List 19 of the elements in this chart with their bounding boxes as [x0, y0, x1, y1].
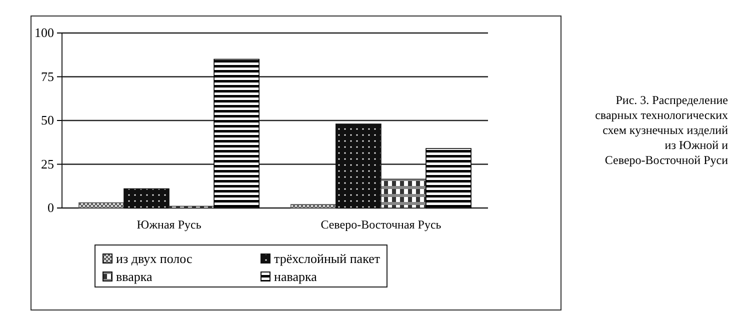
- bar: [336, 124, 382, 208]
- bar: [124, 188, 170, 208]
- legend-label: вварка: [116, 269, 152, 284]
- y-tick-label: 25: [41, 156, 54, 172]
- x-tick-label: Южная Русь: [136, 218, 202, 232]
- bar: [78, 202, 124, 208]
- legend-label: трёхслойный пакет: [274, 251, 380, 266]
- y-tick-label: 50: [41, 112, 54, 128]
- legend-label: наварка: [274, 269, 318, 284]
- bar: [290, 204, 336, 208]
- bar: [380, 178, 426, 208]
- y-tick-label: 75: [41, 68, 54, 84]
- bar: [214, 58, 260, 208]
- bar: [426, 148, 472, 208]
- y-tick-label: 100: [34, 25, 54, 40]
- legend-label: из двух полос: [116, 251, 192, 266]
- x-tick-label: Северо-Восточная Русь: [320, 218, 442, 232]
- text: Рис. 3. Распределение сварных технологических схем кузнечных изделий из Южной и Северо-Восточной Руси: [595, 93, 729, 167]
- y-tick-label: 0: [48, 200, 54, 216]
